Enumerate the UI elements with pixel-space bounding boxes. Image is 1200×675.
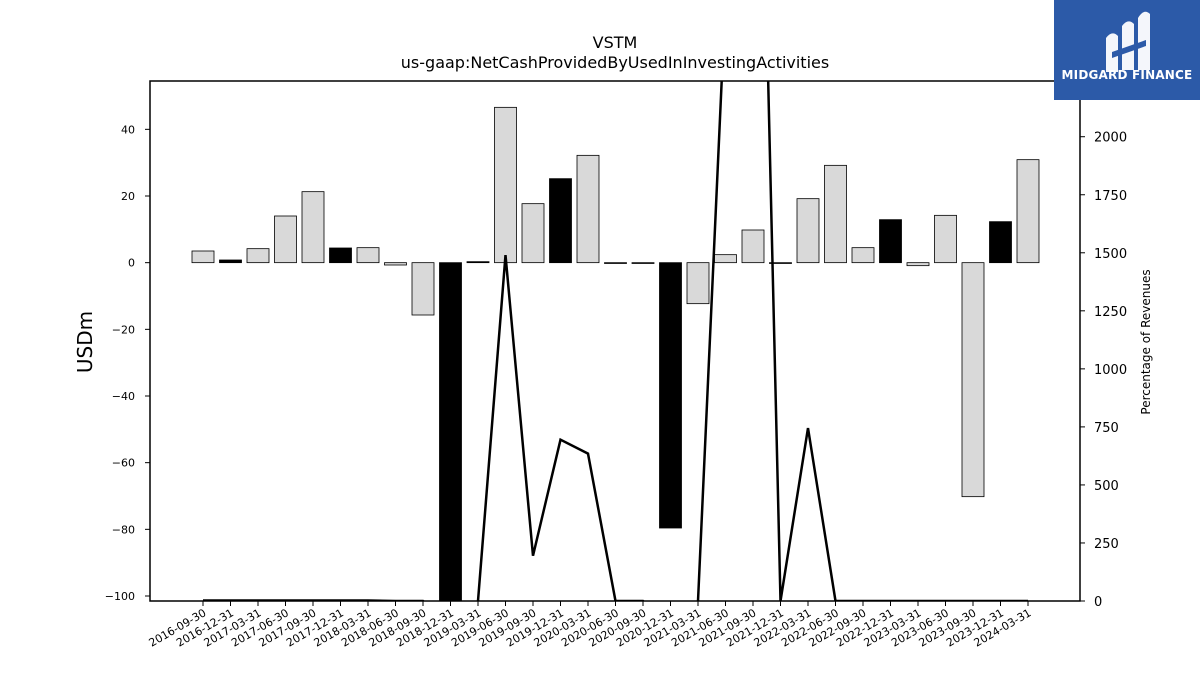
y-axis-label: USDm bbox=[73, 311, 97, 373]
y-tick-label: −20 bbox=[112, 323, 135, 336]
y2-axis-label: Percentage of Revenues bbox=[1139, 269, 1153, 414]
y-tick-label: 0 bbox=[128, 257, 135, 270]
bar-2019-12-31 bbox=[549, 178, 572, 264]
bar-2016-09-30 bbox=[191, 250, 215, 264]
bar-2018-03-31 bbox=[356, 247, 380, 264]
bar-2023-09-30 bbox=[961, 262, 985, 498]
bar-2018-09-30 bbox=[411, 262, 435, 316]
midgard-logo-icon bbox=[1106, 11, 1150, 72]
bar-2023-06-30 bbox=[934, 214, 957, 264]
bar-2019-06-30 bbox=[494, 106, 517, 264]
bar-2019-03-31 bbox=[466, 261, 490, 264]
y2-tick-label: 0 bbox=[1094, 595, 1102, 610]
y-tick-label: −40 bbox=[112, 390, 135, 403]
plot-frame bbox=[149, 80, 1081, 602]
bar-2017-12-31 bbox=[329, 247, 352, 264]
bar-2021-09-30 bbox=[741, 229, 765, 264]
chart-title: VSTM bbox=[593, 33, 638, 52]
y2-tick-label: 2000 bbox=[1094, 131, 1127, 146]
bar-2017-03-31 bbox=[246, 248, 270, 264]
bar-2021-12-31 bbox=[769, 262, 792, 264]
y2-tick-label: 500 bbox=[1094, 479, 1119, 494]
bar-2020-03-31 bbox=[576, 154, 600, 264]
bar-2020-09-30 bbox=[631, 262, 655, 264]
bar-2022-09-30 bbox=[851, 247, 875, 264]
y-tick-label: 20 bbox=[121, 190, 135, 203]
y2-tick-label: 1500 bbox=[1094, 247, 1127, 262]
y-tick-label: −100 bbox=[105, 590, 135, 603]
bar-2021-03-31 bbox=[686, 262, 710, 305]
y-tick-label: −60 bbox=[112, 457, 135, 470]
y2-tick-label: 1000 bbox=[1094, 363, 1127, 378]
y2-tick-label: 1750 bbox=[1094, 189, 1127, 204]
bar-2024-03-31 bbox=[1016, 159, 1040, 264]
bar-2022-12-31 bbox=[879, 219, 902, 264]
brand-logo: MIDGARD FINANCE bbox=[1054, 0, 1200, 100]
y2-tick-label: 250 bbox=[1094, 537, 1119, 552]
bar-2016-12-31 bbox=[219, 259, 242, 264]
bar-2017-09-30 bbox=[301, 191, 325, 264]
percentage-of-revenues-line bbox=[203, 81, 1028, 601]
y-tick-label: −80 bbox=[112, 523, 135, 536]
y-tick-label: 40 bbox=[121, 123, 135, 136]
bar-2020-12-31 bbox=[659, 262, 682, 529]
y2-tick-label: 750 bbox=[1094, 421, 1119, 436]
bar-2021-06-30 bbox=[714, 254, 737, 264]
bar-2018-12-31 bbox=[439, 262, 462, 601]
bar-2018-06-30 bbox=[384, 262, 407, 266]
bar-2017-06-30 bbox=[274, 215, 297, 264]
bar-2020-06-30 bbox=[604, 262, 627, 264]
bar-2023-12-31 bbox=[989, 221, 1012, 264]
plot-area bbox=[191, 81, 1040, 601]
bar-2019-09-30 bbox=[521, 203, 545, 264]
bar-2023-03-31 bbox=[906, 262, 930, 267]
y2-tick-label: 1250 bbox=[1094, 305, 1127, 320]
bar-2022-06-30 bbox=[824, 164, 847, 264]
bar-2022-03-31 bbox=[796, 198, 820, 264]
logo-text: MIDGARD FINANCE bbox=[1061, 68, 1193, 82]
chart-subtitle: us-gaap:NetCashProvidedByUsedInInvesting… bbox=[401, 53, 829, 72]
